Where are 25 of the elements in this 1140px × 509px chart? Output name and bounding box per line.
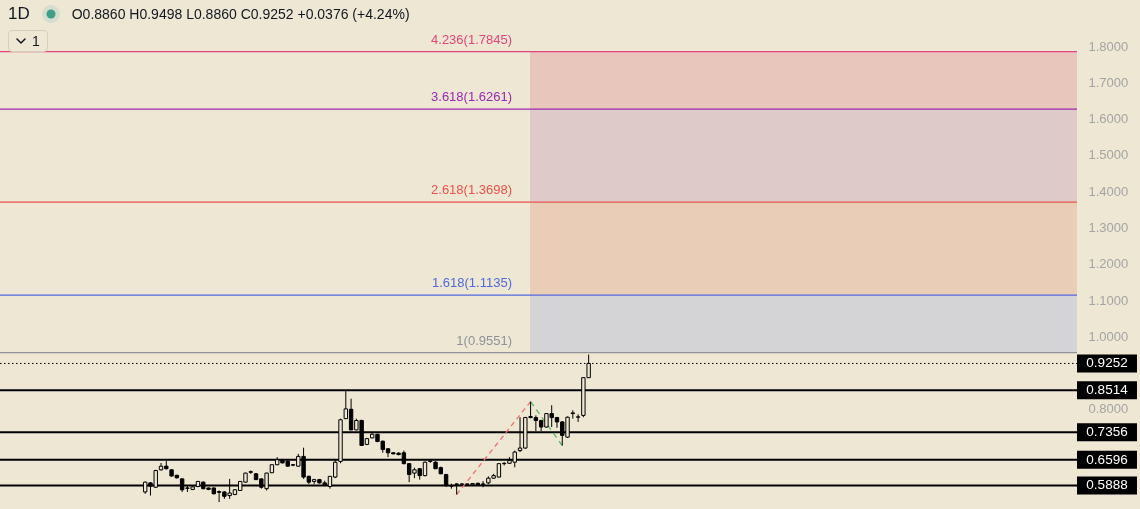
candlestick	[575, 413, 581, 423]
ref-line-label: 0.9252	[1086, 355, 1128, 371]
y-tick-label: 1.7000	[1088, 74, 1129, 90]
ref-line-label: 3.618(1.6261)	[431, 89, 512, 105]
y-tick-label: 1.8000	[1088, 38, 1129, 54]
ref-line-label: 4.236(1.7845)	[431, 31, 512, 47]
y-tick-label: 1.2000	[1088, 256, 1129, 272]
y-tick-label: 1.4000	[1088, 183, 1129, 199]
collapse-button: 1	[8, 30, 48, 52]
annotation: 1	[32, 33, 40, 49]
ref-line-label: 0.6596	[1086, 451, 1128, 467]
ref-line-label: 0.5888	[1086, 477, 1128, 493]
y-tick-label: 1.3000	[1088, 219, 1129, 235]
chart-subtitle: O0.8860 H0.9498 L0.8860 C0.9252 +0.0376 (+4.24%)	[71, 6, 410, 22]
y-tick-label: 1.5000	[1088, 147, 1129, 163]
y-tick-label: 1.0000	[1088, 328, 1129, 344]
ref-line-label: 2.618(1.3698)	[431, 182, 512, 198]
ref-line-label: 0.8514	[1086, 382, 1129, 398]
y-tick-label: 1.1000	[1088, 292, 1129, 308]
ref-line-label: 0.7356	[1086, 424, 1128, 440]
y-tick-label: 1.6000	[1088, 111, 1129, 127]
ref-line-label: 1.618(1.1135)	[432, 275, 512, 291]
chart-title: 1D	[8, 4, 30, 24]
y-tick-label: 0.8000	[1088, 401, 1129, 417]
ref-line-label: 1(0.9551)	[456, 332, 512, 348]
